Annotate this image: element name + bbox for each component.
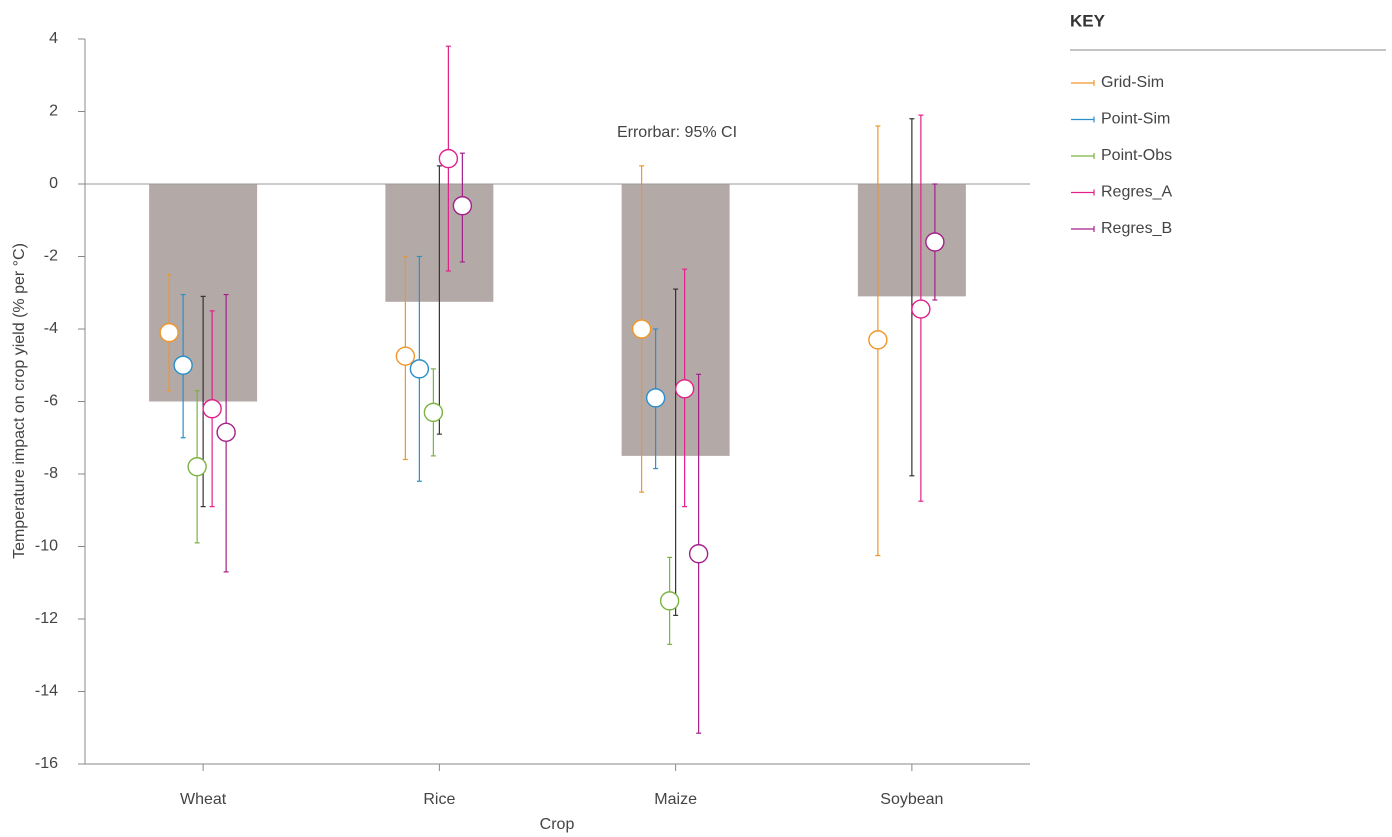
point	[409, 359, 430, 379]
y-tick-label: -16	[35, 755, 58, 772]
y-tick-label: 2	[49, 103, 58, 120]
point	[911, 299, 931, 319]
point	[159, 322, 179, 343]
legend-label: Regres_A	[1101, 184, 1172, 201]
point	[423, 402, 444, 423]
legend-label: Grid-Sim	[1101, 74, 1164, 91]
point	[216, 422, 236, 443]
x-axis-label: Crop	[540, 816, 575, 833]
y-tick-label: -8	[44, 465, 58, 482]
x-tick-label: Rice	[423, 791, 455, 808]
y-tick-label: -6	[44, 393, 58, 410]
point	[173, 355, 193, 375]
point	[674, 379, 695, 399]
point	[868, 330, 888, 350]
legend-label: Point-Obs	[1101, 147, 1172, 164]
x-tick-label: Wheat	[180, 791, 227, 808]
y-tick-label: -10	[35, 538, 58, 555]
point	[645, 388, 666, 408]
x-tick-label: Maize	[654, 791, 697, 808]
y-tick-label: -14	[35, 683, 58, 700]
point	[438, 148, 459, 169]
point	[659, 591, 680, 611]
point	[202, 399, 222, 419]
point	[452, 196, 473, 216]
y-tick-label: -12	[35, 610, 58, 627]
y-tick-label: -2	[44, 248, 58, 265]
legend-label: Regres_B	[1101, 220, 1172, 237]
point	[395, 346, 416, 366]
point	[688, 544, 709, 564]
y-tick-label: 4	[49, 30, 58, 47]
legend-title: KEY	[1070, 11, 1106, 30]
y-tick-label: 0	[49, 175, 58, 192]
point	[631, 319, 652, 339]
x-tick-label: Soybean	[880, 791, 943, 808]
annotation: Errorbar: 95% CI	[617, 124, 737, 141]
point	[925, 232, 945, 252]
y-tick-label: -4	[44, 320, 58, 337]
legend-label: Point-Sim	[1101, 111, 1170, 128]
point	[187, 457, 207, 477]
y-axis-label: Temperature impact on crop yield (% per …	[11, 243, 28, 559]
